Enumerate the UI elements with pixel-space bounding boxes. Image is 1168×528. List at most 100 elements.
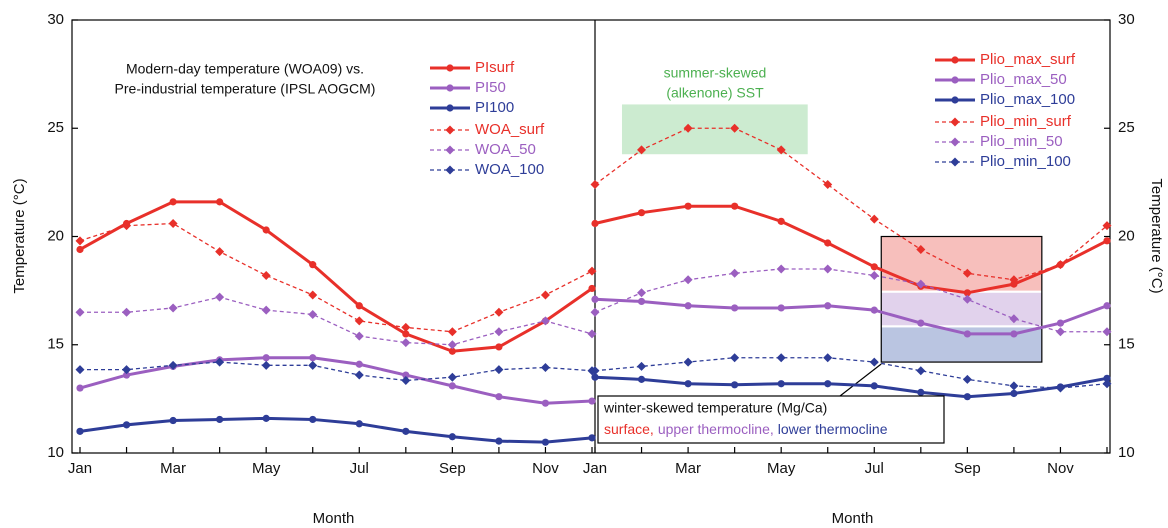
legend-label: Plio_min_100: [980, 153, 1071, 170]
data-point: [776, 145, 786, 155]
data-point: [587, 266, 597, 276]
data-point: [869, 357, 879, 367]
data-point: [962, 268, 972, 278]
x-tick-label: Nov: [532, 460, 559, 477]
legend-marker: [445, 165, 455, 175]
data-point: [683, 275, 693, 285]
data-point: [169, 416, 177, 425]
series-line: [79, 200, 593, 353]
summer-box: [621, 104, 808, 155]
data-point: [401, 375, 411, 385]
callout-part: upper thermocline,: [658, 421, 774, 437]
data-point: [401, 338, 411, 348]
data-point: [447, 327, 457, 337]
data-point: [824, 380, 832, 388]
x-axis-label: Month: [832, 510, 874, 527]
data-point: [216, 198, 224, 206]
data-point: [777, 304, 785, 312]
data-point: [1056, 319, 1065, 327]
series-line: [594, 297, 1108, 336]
y-axis-label: Temperature (°C): [1148, 178, 1165, 293]
data-point: [730, 268, 740, 278]
data-point: [870, 306, 878, 314]
y-tick-label: 25: [47, 119, 64, 136]
data-point: [731, 381, 739, 389]
data-point: [402, 371, 410, 379]
y-tick-label: 20: [1118, 227, 1135, 244]
data-point: [541, 399, 550, 407]
data-point: [637, 145, 647, 155]
callout-line: [839, 363, 882, 397]
data-point: [354, 316, 364, 326]
x-tick-label: May: [767, 460, 796, 477]
data-point: [76, 384, 84, 392]
data-point: [540, 362, 550, 372]
data-point: [916, 366, 926, 376]
x-tick-label: Jul: [865, 460, 884, 477]
legend-marker: [951, 56, 959, 64]
series-line: [79, 416, 593, 444]
data-point: [637, 297, 646, 306]
x-tick-label: Mar: [675, 460, 701, 477]
data-point: [1055, 260, 1065, 270]
data-point: [684, 302, 692, 310]
legend-label: Plio_min_surf: [980, 113, 1072, 130]
data-point: [870, 382, 878, 390]
data-point: [777, 380, 785, 388]
data-point: [777, 217, 785, 225]
data-point: [1102, 379, 1112, 389]
data-point: [262, 414, 270, 422]
data-point: [169, 198, 177, 206]
x-axis-label: Month: [313, 510, 355, 527]
legend-label: PIsurf: [475, 59, 515, 76]
data-point: [540, 316, 550, 326]
series-line: [594, 204, 1108, 295]
y-tick-label: 30: [1118, 11, 1135, 28]
data-point: [637, 288, 647, 298]
series-line: [80, 361, 593, 382]
summer-note: (alkenone) SST: [666, 85, 764, 101]
data-point: [1055, 327, 1065, 337]
data-point: [76, 245, 84, 254]
data-point: [1009, 314, 1019, 324]
data-point: [824, 239, 832, 247]
callout-part: lower thermocline: [778, 421, 888, 437]
data-point: [402, 427, 410, 435]
data-point: [1055, 383, 1065, 393]
data-point: [962, 374, 972, 384]
data-point: [637, 209, 646, 217]
series-line: [594, 357, 1108, 389]
data-point: [354, 331, 364, 341]
data-point: [355, 302, 363, 310]
legend-marker: [446, 104, 454, 112]
data-point: [962, 294, 972, 304]
data-point: [588, 397, 596, 405]
data-point: [590, 180, 600, 190]
y-tick-label: 20: [47, 227, 64, 244]
data-point: [1010, 389, 1018, 398]
data-point: [75, 236, 85, 246]
legend-marker: [446, 84, 454, 92]
legend-marker: [951, 76, 959, 84]
data-point: [309, 261, 317, 269]
data-point: [261, 360, 271, 370]
data-point: [963, 289, 971, 297]
legend-label: WOA_50: [475, 141, 536, 158]
series-line: [594, 375, 1108, 399]
data-point: [308, 309, 318, 319]
legend-marker: [950, 157, 960, 167]
x-tick-label: Jan: [583, 460, 607, 477]
data-point: [1103, 302, 1111, 310]
legend-label: WOA_100: [475, 161, 544, 178]
legend-label: Plio_max_surf: [980, 51, 1076, 68]
data-point: [591, 373, 599, 381]
x-tick-label: Sep: [954, 460, 981, 477]
data-point: [590, 366, 600, 376]
data-point: [870, 263, 878, 271]
data-point: [591, 219, 599, 228]
x-tick-label: Sep: [439, 460, 466, 477]
data-point: [917, 319, 925, 327]
data-point: [731, 202, 739, 210]
data-point: [1009, 381, 1019, 391]
